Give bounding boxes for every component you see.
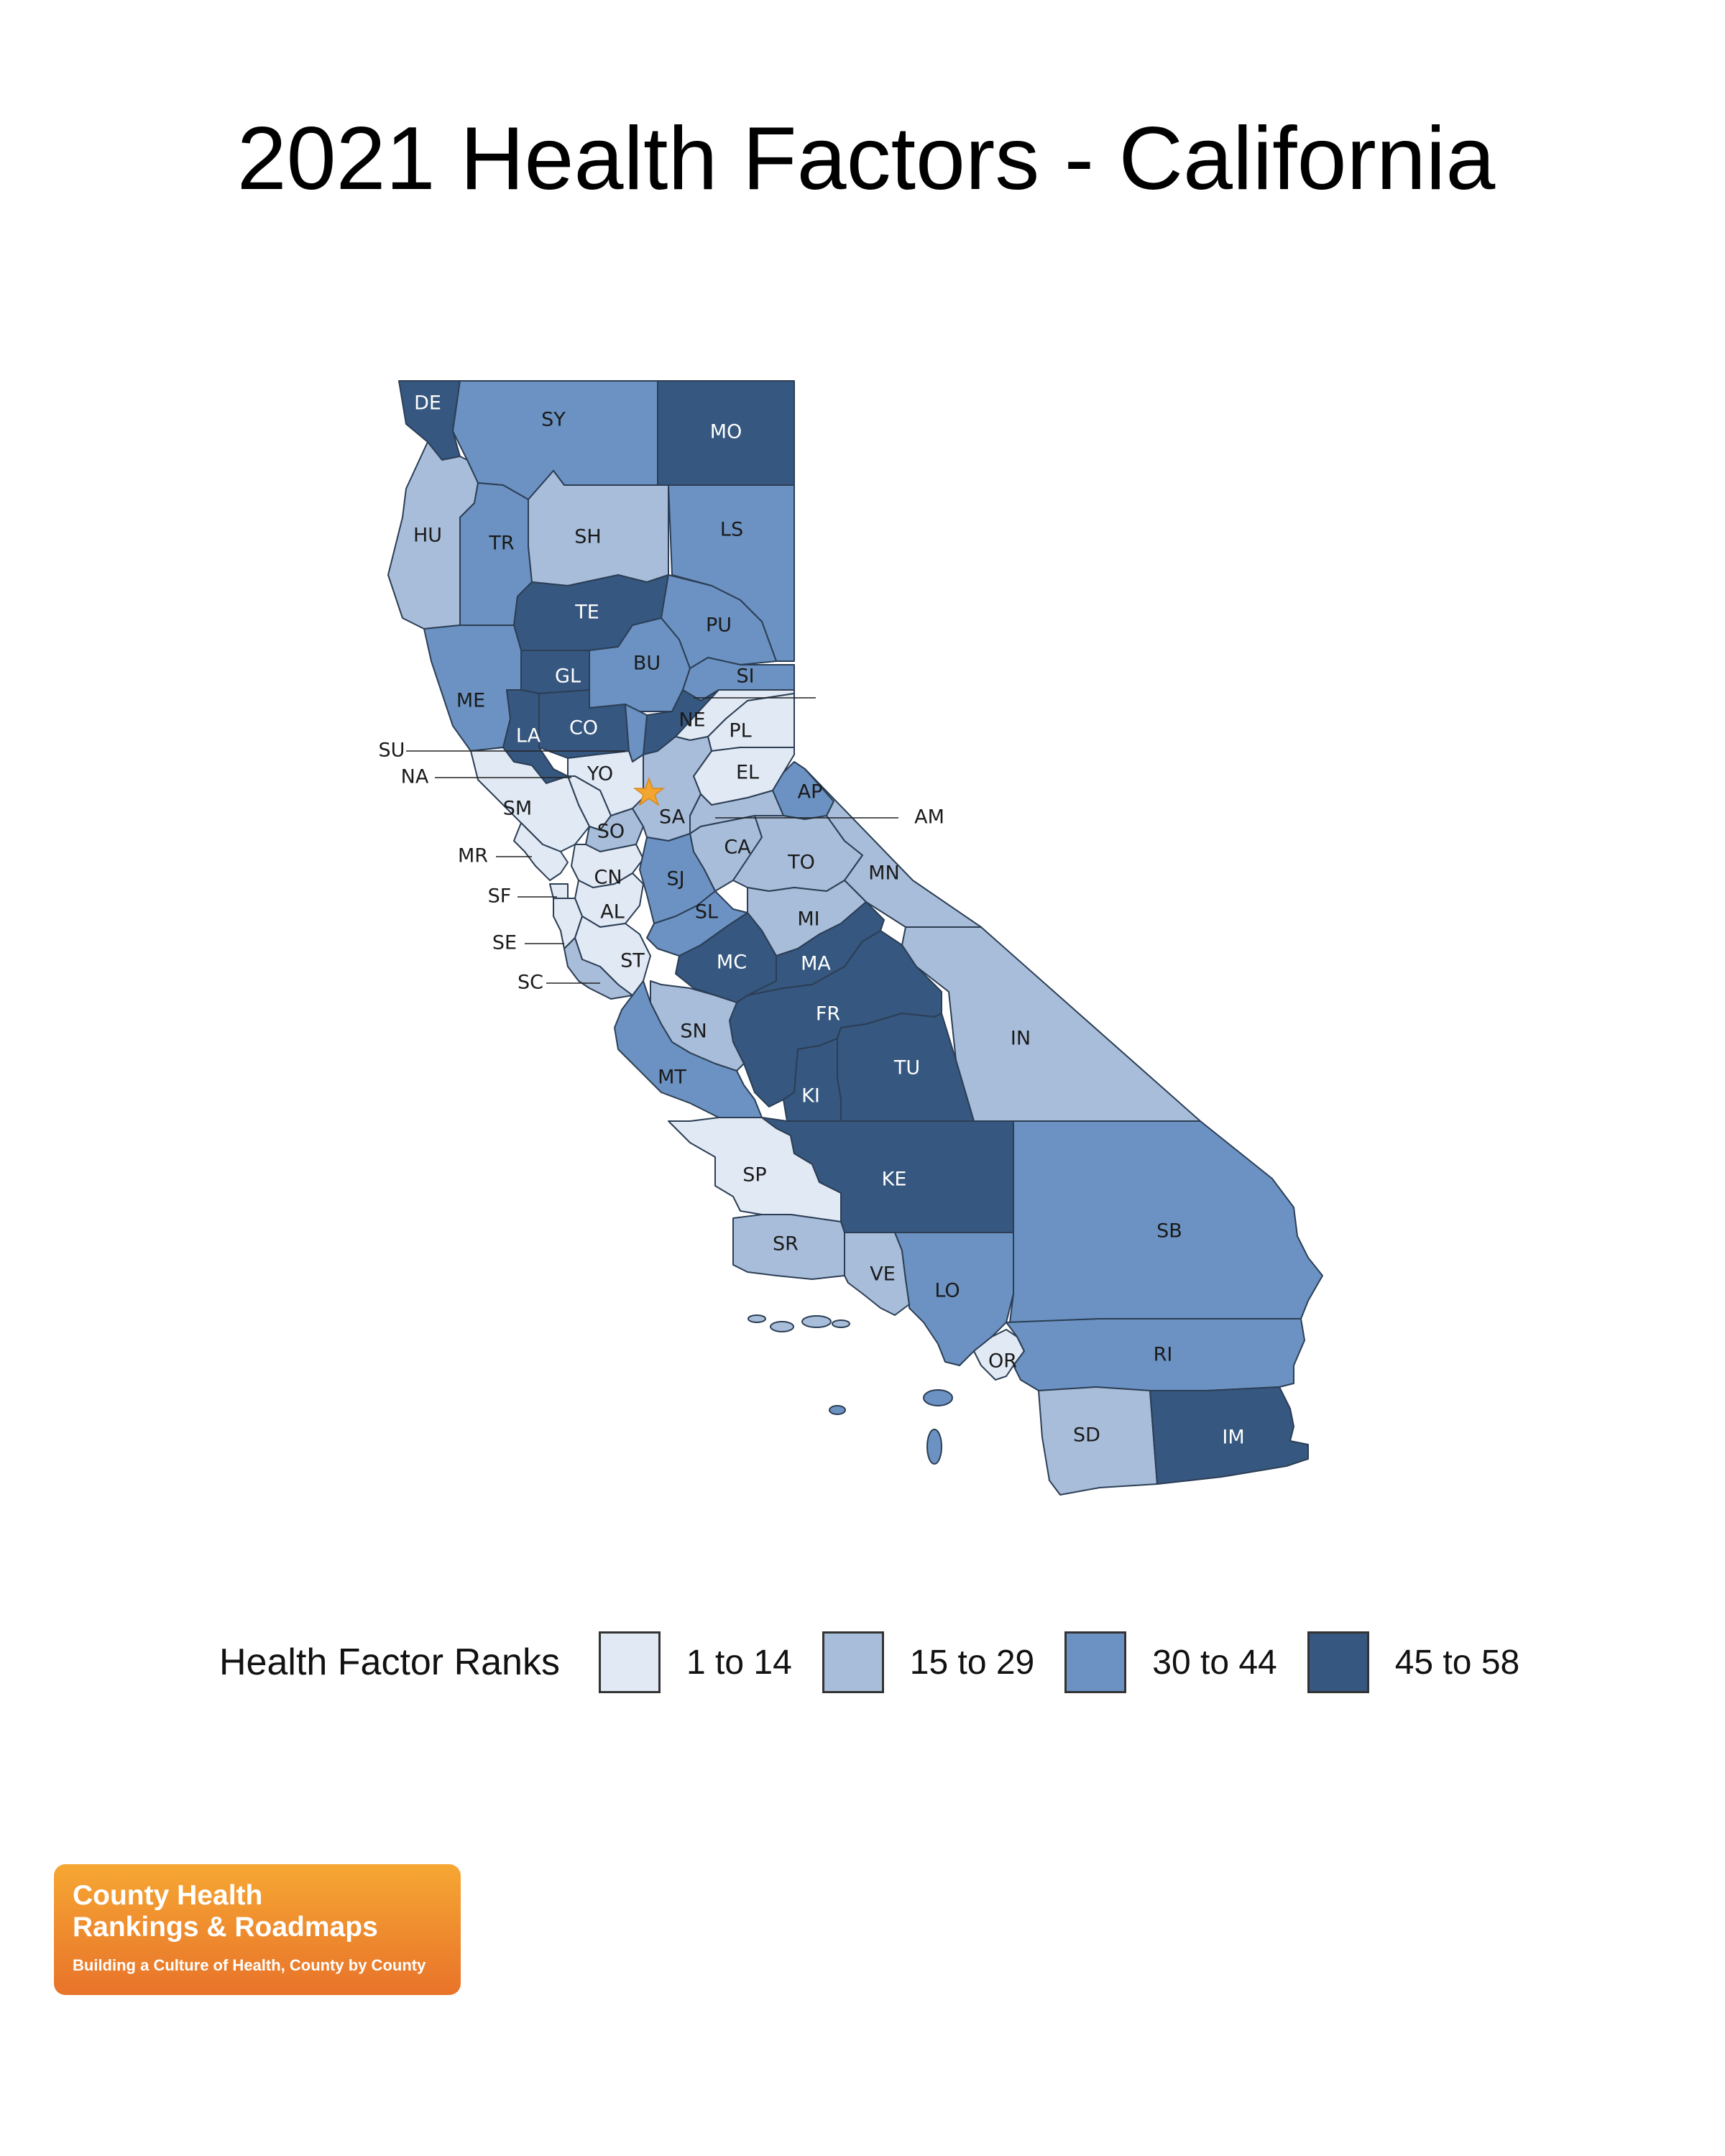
- label-MR: MR: [458, 845, 488, 867]
- label-VE: VE: [870, 1263, 896, 1286]
- legend-item: 45 to 58: [1307, 1631, 1528, 1693]
- label-SE: SE: [492, 932, 517, 954]
- logo-line-2: Rankings & Roadmaps: [73, 1912, 378, 1943]
- label-MN: MN: [868, 862, 900, 885]
- label-FR: FR: [816, 1003, 840, 1026]
- label-AP: AP: [798, 781, 823, 803]
- label-AM: AM: [914, 806, 944, 829]
- label-NE: NE: [678, 709, 705, 732]
- label-SH: SH: [574, 526, 601, 548]
- label-LO: LO: [934, 1280, 960, 1302]
- label-HU: HU: [413, 525, 442, 547]
- label-TR: TR: [488, 533, 514, 555]
- county-health-rankings-logo: County Health Rankings & Roadmaps Buildi…: [54, 1864, 461, 1995]
- label-SU: SU: [379, 740, 405, 762]
- label-IM: IM: [1222, 1427, 1244, 1449]
- county-MR: [513, 822, 569, 881]
- label-SB: SB: [1156, 1220, 1182, 1243]
- island-4: [832, 1319, 850, 1328]
- label-SJ: SJ: [666, 868, 684, 890]
- label-MI: MI: [797, 908, 819, 931]
- logo-tagline: Building a Culture of Health, County by …: [73, 1956, 426, 1974]
- label-MT: MT: [658, 1067, 686, 1089]
- label-MA: MA: [801, 953, 831, 975]
- channel-islands: [748, 1314, 953, 1465]
- legend-swatch: [1307, 1631, 1369, 1693]
- label-EL: EL: [736, 762, 759, 784]
- legend-swatch: [822, 1631, 884, 1693]
- legend: Health Factor Ranks 1 to 14 15 to 29 30 …: [219, 1630, 1550, 1695]
- label-SC: SC: [518, 972, 543, 994]
- legend-swatch: [1064, 1631, 1127, 1693]
- legend-label: 15 to 29: [909, 1643, 1035, 1682]
- island-5: [923, 1389, 953, 1406]
- label-TO: TO: [787, 852, 815, 874]
- legend-swatch: [598, 1631, 661, 1693]
- label-SI: SI: [736, 665, 754, 688]
- county-SB: [1009, 1120, 1323, 1323]
- label-SL: SL: [695, 901, 718, 923]
- label-CO: CO: [569, 717, 598, 740]
- label-SR: SR: [773, 1233, 799, 1256]
- label-DE: DE: [414, 392, 441, 415]
- county-IM: [1149, 1386, 1309, 1485]
- label-MC: MC: [717, 952, 747, 974]
- county-MT: [614, 980, 763, 1118]
- label-SD: SD: [1073, 1424, 1100, 1447]
- label-SM: SM: [503, 798, 532, 820]
- star-icon: [632, 776, 666, 806]
- label-RI: RI: [1154, 1344, 1173, 1366]
- island-1: [748, 1314, 766, 1323]
- label-SN: SN: [680, 1021, 707, 1043]
- label-SA: SA: [659, 806, 686, 829]
- legend-item: 30 to 44: [1064, 1631, 1285, 1693]
- label-leader-lines: [406, 697, 898, 984]
- label-TE: TE: [574, 602, 599, 624]
- label-GL: GL: [555, 665, 581, 688]
- label-PL: PL: [729, 720, 751, 742]
- label-ME: ME: [456, 690, 485, 712]
- county-SD: [1038, 1386, 1158, 1496]
- legend-label: 30 to 44: [1152, 1643, 1277, 1682]
- island-6: [829, 1405, 846, 1415]
- label-SY: SY: [541, 409, 566, 431]
- logo-line-1: County Health: [73, 1880, 263, 1911]
- label-TU: TU: [893, 1057, 920, 1079]
- label-LS: LS: [720, 519, 743, 541]
- label-KI: KI: [801, 1085, 820, 1107]
- legend-item: 1 to 14: [598, 1631, 801, 1693]
- island-3: [801, 1315, 832, 1328]
- legend-label: 45 to 58: [1394, 1643, 1520, 1682]
- label-NA: NA: [401, 766, 429, 788]
- label-YO: YO: [586, 763, 613, 786]
- county-KI: [783, 1038, 842, 1122]
- label-KE: KE: [882, 1169, 907, 1191]
- label-SF: SF: [488, 885, 512, 908]
- island-7: [926, 1429, 942, 1465]
- label-BU: BU: [633, 653, 661, 675]
- label-SO: SO: [597, 821, 625, 843]
- legend-item: 15 to 29: [822, 1631, 1043, 1693]
- label-IN: IN: [1011, 1028, 1031, 1050]
- county-SF: [549, 883, 569, 899]
- map-title: 2021 Health Factors - California: [236, 109, 1496, 208]
- label-PU: PU: [706, 614, 732, 637]
- legend-label: 1 to 14: [686, 1643, 792, 1682]
- label-ST: ST: [620, 950, 645, 972]
- island-2: [770, 1321, 794, 1332]
- label-LA: LA: [516, 725, 541, 747]
- county-LO: [894, 1232, 1014, 1366]
- legend-title: Health Factor Ranks: [219, 1641, 560, 1683]
- label-CA: CA: [724, 837, 751, 859]
- label-AL: AL: [600, 901, 625, 923]
- label-CN: CN: [594, 867, 622, 889]
- label-YU: YU: [829, 686, 855, 709]
- label-SP: SP: [742, 1164, 766, 1187]
- label-OR: OR: [988, 1350, 1017, 1373]
- label-MO: MO: [710, 421, 742, 443]
